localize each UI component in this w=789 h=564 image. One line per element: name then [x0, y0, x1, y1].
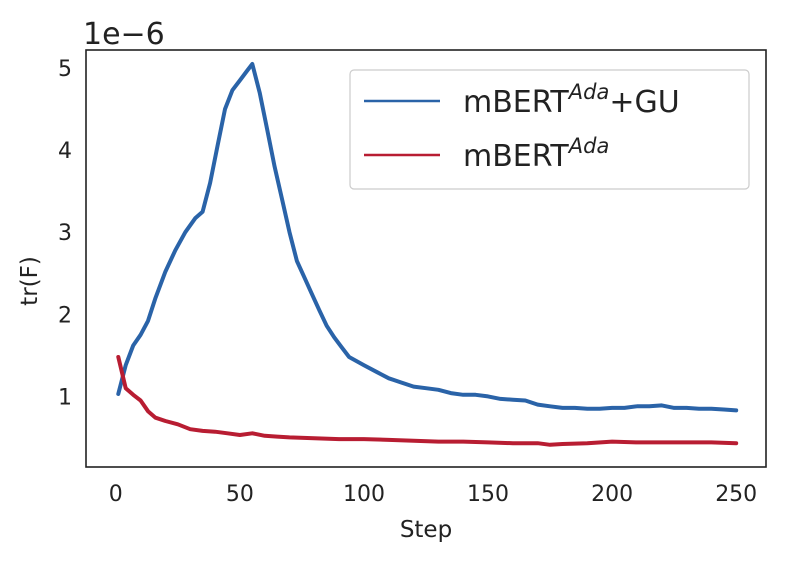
- legend-label-suffix: +GU: [609, 85, 679, 120]
- y-tick-label-5: 5: [58, 57, 72, 82]
- x-tick-label-100: 100: [343, 482, 385, 507]
- x-tick-label-50: 50: [226, 482, 254, 507]
- x-tick-label-0: 0: [109, 482, 123, 507]
- legend: mBERTAda+GU mBERTAda: [349, 69, 750, 190]
- y-tick-label-1: 1: [58, 385, 72, 410]
- y-axis-title: tr(F): [17, 256, 43, 306]
- legend-label-mbert: mBERTAda: [463, 134, 609, 174]
- legend-box: [349, 69, 750, 190]
- x-tick-label-250: 250: [715, 482, 757, 507]
- legend-label-mbert-gu: mBERTAda+GU: [463, 80, 680, 120]
- legend-label-base: mBERT: [463, 139, 569, 174]
- legend-entry-mbert-gu: mBERTAda+GU: [364, 80, 680, 120]
- series-line-mbert: [116, 355, 739, 447]
- x-tick-label-200: 200: [591, 482, 633, 507]
- series-line-mbert-gu: [116, 62, 739, 413]
- legend-label-base: mBERT: [463, 85, 569, 120]
- y-axis-offset-label: 1e−6: [83, 17, 165, 52]
- legend-label-superscript: Ada: [567, 80, 610, 104]
- y-tick-label-3: 3: [58, 221, 72, 246]
- legend-label-superscript: Ada: [567, 134, 610, 158]
- plot-area-frame: [85, 49, 767, 468]
- series-layer: [116, 62, 739, 447]
- x-axis-ticks: 0 50 100 150 200 250: [109, 482, 757, 507]
- y-tick-label-4: 4: [58, 139, 72, 164]
- y-tick-label-2: 2: [58, 303, 72, 328]
- x-tick-label-150: 150: [467, 482, 509, 507]
- legend-entry-mbert: mBERTAda: [364, 134, 609, 174]
- y-axis-ticks: 1 2 3 4 5: [58, 57, 72, 410]
- x-axis-title: Step: [400, 517, 452, 543]
